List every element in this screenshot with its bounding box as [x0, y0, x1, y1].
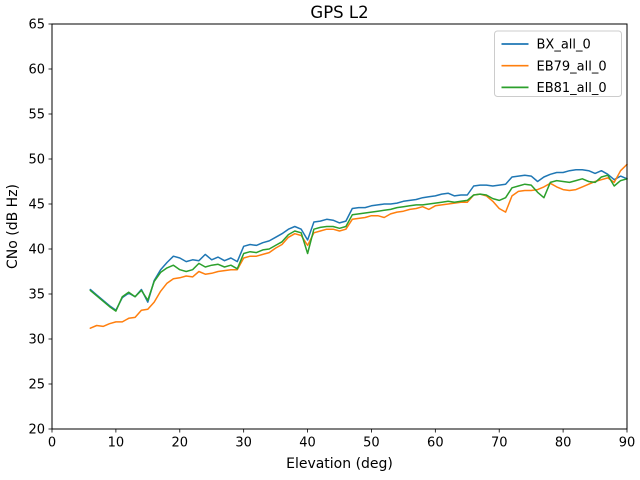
x-axis-tick-label: 40 [299, 436, 316, 451]
x-axis-tick-label: 60 [427, 436, 444, 451]
legend-label-EB79_all_0: EB79_all_0 [537, 59, 607, 74]
legend-label-BX_all_0: BX_all_0 [537, 38, 591, 53]
y-axis-tick-label: 50 [28, 153, 45, 168]
x-axis-tick-label: 70 [491, 436, 508, 451]
y-axis-tick-label: 35 [28, 288, 45, 303]
y-axis-tick-label: 20 [28, 423, 45, 438]
y-axis-tick-label: 60 [28, 63, 45, 78]
axes-ticks: 0 10 20 30 40 50 60 70 80 90 20 25 30 35 40 45 50 55 60 65 [28, 18, 635, 451]
legend-label-EB81_all_0: EB81_all_0 [537, 81, 607, 96]
x-axis-tick-label: 80 [555, 436, 572, 451]
x-axis-tick-label: 20 [172, 436, 189, 451]
x-axis-tick-label: 50 [363, 436, 380, 451]
series-line-BX_all_0 [89, 169, 628, 311]
x-axis-tick-label: 30 [235, 436, 252, 451]
series-lines [89, 163, 628, 329]
y-axis-tick-label: 40 [28, 243, 45, 258]
x-axis-tick-label: 10 [108, 436, 125, 451]
y-axis-tick-label: 55 [28, 108, 45, 123]
y-axis-label: CNo (dB Hz) [5, 184, 21, 269]
plot-border [51, 23, 628, 430]
y-axis-tick-label: 45 [28, 198, 45, 213]
y-axis-tick-label: 30 [28, 333, 45, 348]
x-axis-tick-label: 0 [48, 436, 56, 451]
chart-title: GPS L2 [310, 3, 368, 22]
x-axis-label: Elevation (deg) [286, 456, 393, 472]
series-line-EB81_all_0 [89, 174, 628, 312]
legend-box [494, 30, 622, 97]
x-axis-tick-label: 90 [619, 436, 636, 451]
legend: BX_all_0 EB79_all_0 EB81_all_0 [494, 30, 622, 97]
y-axis-tick-label: 25 [28, 378, 45, 393]
y-axis-tick-label: 65 [28, 18, 45, 33]
series-line-EB79_all_0 [89, 163, 628, 329]
